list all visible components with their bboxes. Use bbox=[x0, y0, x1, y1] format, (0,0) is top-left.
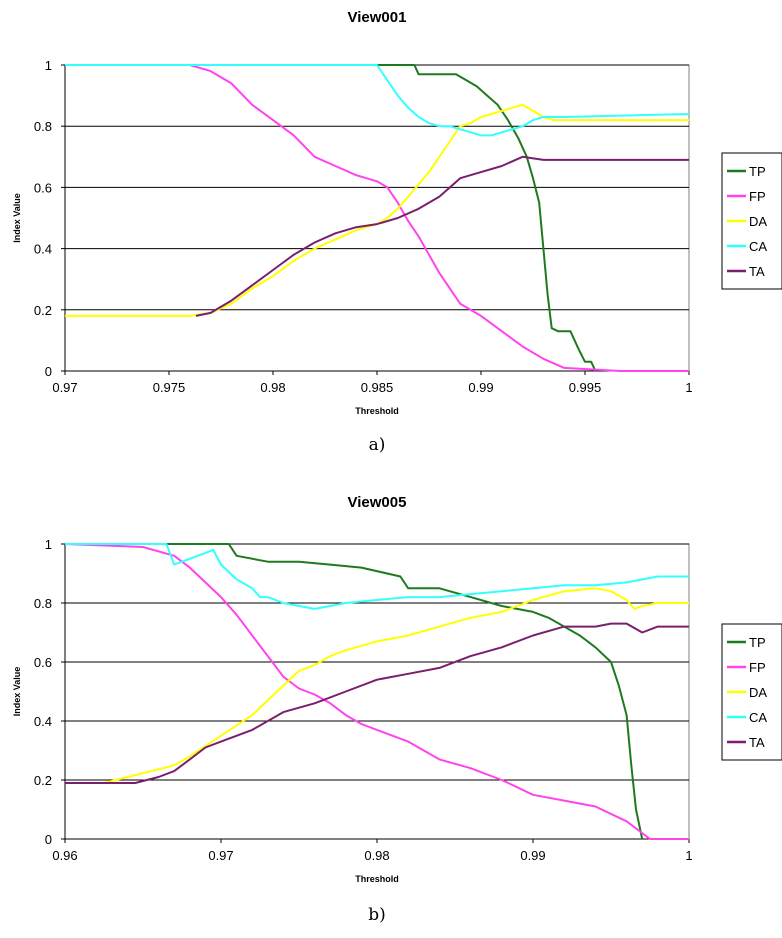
x-tick-label: 0.97 bbox=[52, 380, 77, 395]
chart-View005: View005 0 0.2 0.4 0.6 0.8 1 0.96 0.97 0.98 0.99 1 Th… bbox=[12, 494, 782, 925]
y-tick-label: 1 bbox=[45, 537, 52, 552]
x-axis-label: Threshold bbox=[355, 406, 399, 416]
figure-caption: a) bbox=[369, 435, 386, 455]
series-line-TA bbox=[195, 155, 689, 317]
x-tick-label: 1 bbox=[685, 380, 692, 395]
y-axis-label: Index Value bbox=[12, 667, 22, 717]
legend-label-DA: DA bbox=[749, 685, 767, 700]
y-tick-label: 0.2 bbox=[34, 773, 52, 788]
legend-label-FP: FP bbox=[749, 189, 766, 204]
figure-caption: b) bbox=[368, 905, 386, 925]
series-line-FP bbox=[65, 64, 689, 372]
chart-View001: View001 0 0.2 0.4 0.6 0.8 1 0.97 0.975 0.98 0.985 0… bbox=[12, 9, 782, 455]
series-line-DA bbox=[65, 587, 689, 784]
x-tick-label: 1 bbox=[685, 848, 692, 863]
chart-title: View005 bbox=[348, 494, 407, 511]
y-tick-label: 0.8 bbox=[34, 119, 52, 134]
y-tick-label: 0.6 bbox=[34, 180, 52, 195]
x-axis-label: Threshold bbox=[355, 874, 399, 884]
legend-label-DA: DA bbox=[749, 214, 767, 229]
legend-label-TP: TP bbox=[749, 635, 766, 650]
plot-area bbox=[64, 64, 690, 372]
y-axis-label: Index Value bbox=[12, 193, 22, 243]
legend-label-CA: CA bbox=[749, 239, 767, 254]
series-line-CA bbox=[65, 543, 689, 610]
x-tick-label: 0.98 bbox=[364, 848, 389, 863]
y-tick-label: 0.4 bbox=[34, 714, 52, 729]
y-tick-label: 0 bbox=[45, 832, 52, 847]
y-tick-label: 0.6 bbox=[34, 655, 52, 670]
y-tick-label: 0 bbox=[45, 364, 52, 379]
x-tick-label: 0.985 bbox=[361, 380, 394, 395]
legend-label-TA: TA bbox=[749, 735, 765, 750]
series-line-FP bbox=[64, 543, 689, 840]
chart-title: View001 bbox=[348, 9, 407, 26]
x-tick-label: 0.975 bbox=[153, 380, 186, 395]
y-tick-label: 0.4 bbox=[34, 242, 52, 257]
series-line-TP bbox=[65, 543, 644, 840]
x-tick-label: 0.995 bbox=[569, 380, 602, 395]
y-tick-label: 0.2 bbox=[34, 303, 52, 318]
series-line-DA bbox=[65, 103, 689, 317]
x-tick-label: 0.98 bbox=[260, 380, 285, 395]
legend-label-FP: FP bbox=[749, 660, 766, 675]
series-line-TA bbox=[65, 622, 689, 784]
x-tick-label: 0.99 bbox=[520, 848, 545, 863]
legend-label-CA: CA bbox=[749, 710, 767, 725]
x-tick-label: 0.97 bbox=[208, 848, 233, 863]
x-tick-label: 0.99 bbox=[468, 380, 493, 395]
y-tick-label: 0.8 bbox=[34, 596, 52, 611]
legend-label-TA: TA bbox=[749, 264, 765, 279]
series-line-CA bbox=[65, 64, 690, 137]
x-tick-label: 0.96 bbox=[52, 848, 77, 863]
legend-label-TP: TP bbox=[749, 164, 766, 179]
y-tick-label: 1 bbox=[45, 58, 52, 73]
